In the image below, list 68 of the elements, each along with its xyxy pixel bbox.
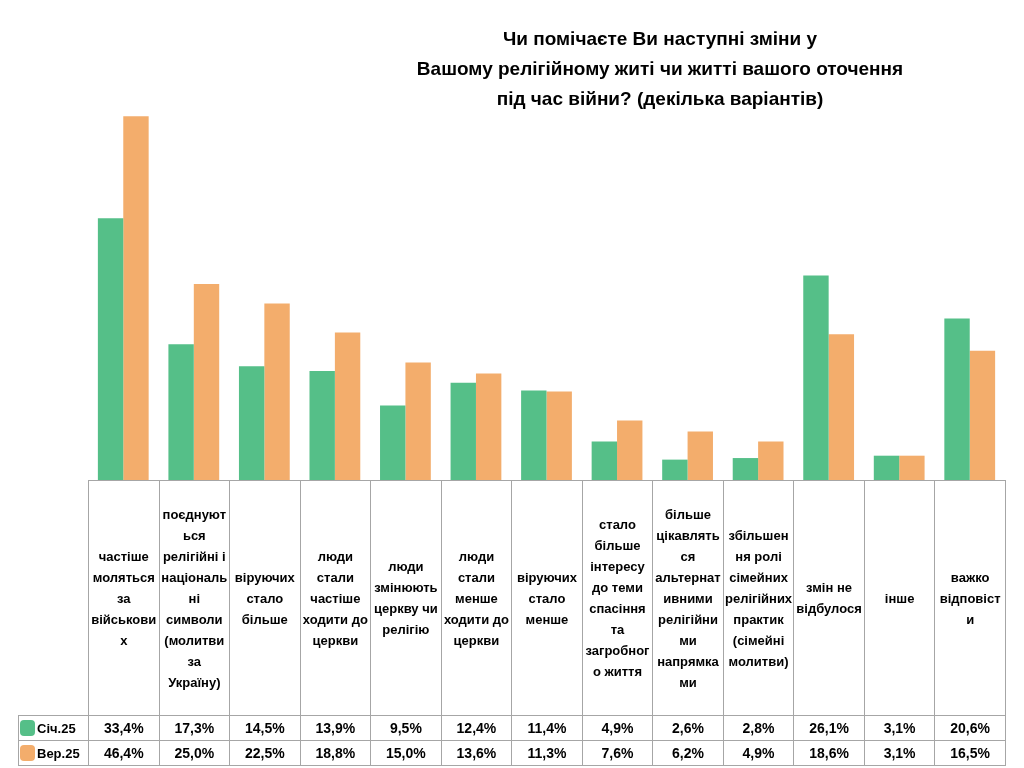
bar xyxy=(123,116,149,480)
data-label: 18,8% xyxy=(300,740,371,766)
bar xyxy=(168,344,194,480)
bar xyxy=(380,405,406,480)
data-label: 33,4% xyxy=(88,715,160,741)
bar xyxy=(97,218,124,480)
data-label: 18,6% xyxy=(793,740,865,766)
x-tick-label: віруючих стало більше xyxy=(229,480,301,716)
bar xyxy=(193,284,220,480)
bar xyxy=(238,366,265,480)
bar xyxy=(475,373,502,480)
data-label: 22,5% xyxy=(229,740,301,766)
x-tick-label: частіше моляться за військових xyxy=(88,480,160,716)
data-label: 4,9% xyxy=(723,740,794,766)
data-label: 26,1% xyxy=(793,715,865,741)
bar xyxy=(450,382,476,480)
data-label: 14,5% xyxy=(229,715,301,741)
data-label: 15,0% xyxy=(370,740,442,766)
bar xyxy=(828,334,855,480)
chart-title: Чи помічаєте Ви наступні зміни у Вашому релігійному житі чи житті вашого оточення під час війни? (декілька варіантів) xyxy=(415,27,905,111)
data-label: 3,1% xyxy=(864,715,935,741)
data-label: 25,0% xyxy=(159,740,230,766)
bar xyxy=(803,275,829,480)
bar xyxy=(264,303,290,480)
legend-label: Вер.25 xyxy=(37,745,80,761)
data-label: 11,4% xyxy=(511,715,583,741)
bar xyxy=(732,458,759,480)
bar xyxy=(591,441,618,480)
x-tick-label: люди стали частіше ходити до церкви xyxy=(300,480,371,716)
data-label: 2,8% xyxy=(723,715,794,741)
x-tick-label: віруючих стало менше xyxy=(511,480,583,716)
data-label: 4,9% xyxy=(582,715,653,741)
bar xyxy=(662,459,688,480)
data-label: 17,3% xyxy=(159,715,230,741)
data-label: 2,6% xyxy=(652,715,724,741)
bar xyxy=(873,455,900,480)
bar xyxy=(969,350,996,480)
bar xyxy=(546,391,572,480)
data-label: 20,6% xyxy=(934,715,1006,741)
bar xyxy=(687,431,713,480)
x-tick-label: стало більше інтересу до теми спасіння та загробного життя xyxy=(582,480,653,716)
x-tick-label: інше xyxy=(864,480,935,716)
data-label: 12,4% xyxy=(441,715,512,741)
bar xyxy=(758,441,784,480)
data-label: 11,3% xyxy=(511,740,583,766)
data-label: 3,1% xyxy=(864,740,935,766)
x-tick-label: люди змінюють церкву чи релігію xyxy=(370,480,442,716)
bar xyxy=(521,390,547,480)
bar xyxy=(309,371,335,480)
category-label: більше цікавляться альтернативними релігійними напрямками xyxy=(655,506,721,690)
data-label: 16,5% xyxy=(934,740,1006,766)
bar xyxy=(899,455,925,480)
data-label: 6,2% xyxy=(652,740,724,766)
data-label: 13,6% xyxy=(441,740,512,766)
data-label: 13,9% xyxy=(300,715,371,741)
x-tick-label: змін не відбулося xyxy=(793,480,865,716)
x-tick-label: люди стали менше ходити до церкви xyxy=(441,480,512,716)
x-tick-label: збільшення ролі сімейних релігійних практик (сімейні молитви) xyxy=(723,480,794,716)
bar xyxy=(617,420,643,480)
data-label: 46,4% xyxy=(88,740,160,766)
data-label: 9,5% xyxy=(370,715,442,741)
bar xyxy=(334,332,361,480)
legend-label: Січ.25 xyxy=(37,720,76,736)
x-tick-label: важко відповісти xyxy=(934,480,1006,716)
data-label: 7,6% xyxy=(582,740,653,766)
category-label: поєднуються релігійні і національні символи (молитви за Україну) xyxy=(161,506,228,690)
bar xyxy=(944,318,970,480)
bar xyxy=(405,362,431,480)
